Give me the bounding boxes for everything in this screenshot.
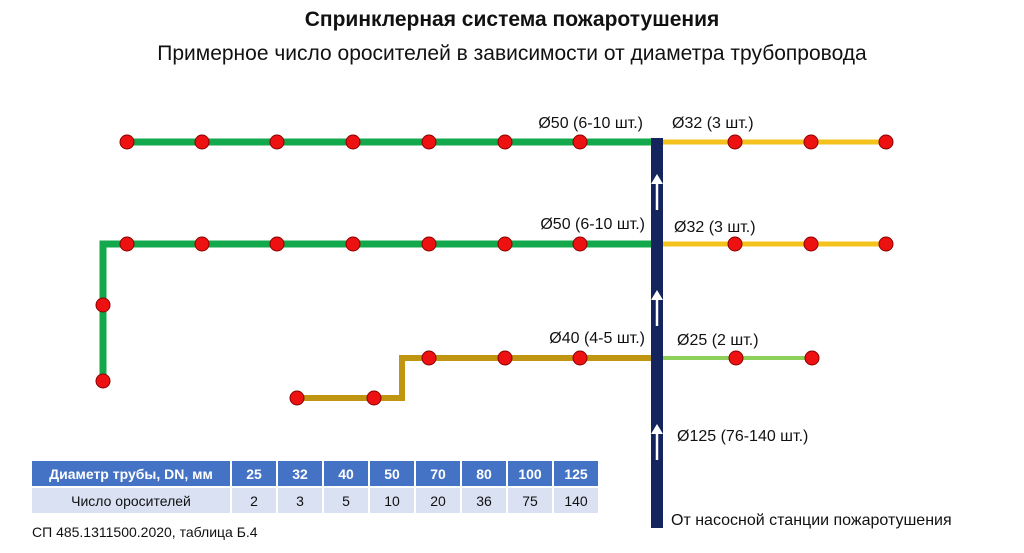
sprinkler-head (497, 236, 513, 252)
sprinkler-head (878, 134, 894, 150)
table-header-label: Диаметр трубы, DN, мм (30, 459, 232, 488)
sprinkler-head (804, 350, 820, 366)
label-row3-dn40: Ø40 (4-5 шт.) (549, 330, 645, 347)
sprinkler-head (497, 134, 513, 150)
diameter-count-table: Диаметр трубы, DN, мм 25 32 40 50 70 80 … (30, 459, 600, 515)
diagram-title: Спринклерная система пожаротушения (304, 8, 720, 31)
sprinkler-head (572, 236, 588, 252)
sprinkler-head (269, 134, 285, 150)
sprinkler-head (95, 297, 111, 313)
table-cell: 140 (552, 486, 600, 515)
sprinkler-head (366, 390, 382, 406)
sprinkler-head (572, 134, 588, 150)
sprinkler-head (728, 350, 744, 366)
sprinkler-head (497, 350, 513, 366)
sprinkler-head (269, 236, 285, 252)
label-row2-dn32: Ø32 (3 шт.) (674, 219, 756, 236)
label-row3-dn25: Ø25 (2 шт.) (677, 332, 759, 349)
label-row2-dn50: Ø50 (6-10 шт.) (540, 216, 645, 233)
sprinkler-head (421, 350, 437, 366)
origin-label: От насосной станции пожаротушения (671, 512, 952, 529)
table-header-cell: 100 (506, 459, 554, 488)
sprinkler-head (572, 350, 588, 366)
table-header-cell: 25 (230, 459, 278, 488)
diagram-subtitle: Примерное число оросителей в зависимости… (157, 42, 867, 65)
pipe-row3-dn40 (297, 355, 657, 401)
flow-arrow-icon (651, 174, 663, 210)
source-note: СП 485.1311500.2020, таблица Б.4 (32, 524, 258, 540)
sprinkler-head (878, 236, 894, 252)
sprinkler-head (95, 373, 111, 389)
sprinkler-head (345, 134, 361, 150)
table-cell: 75 (506, 486, 554, 515)
flow-arrow-icon (651, 424, 663, 460)
flow-arrow-icon (651, 290, 663, 326)
sprinkler-head (119, 236, 135, 252)
sprinkler-head (421, 134, 437, 150)
table-header-cell: 50 (368, 459, 416, 488)
table-cell: 36 (460, 486, 508, 515)
table-cell: 3 (276, 486, 324, 515)
table-cell: 2 (230, 486, 278, 515)
sprinkler-head (803, 134, 819, 150)
sprinkler-head (727, 236, 743, 252)
table-header-cell: 80 (460, 459, 508, 488)
pipe-row2-dn50 (99, 240, 657, 381)
label-riser-dn125: Ø125 (76-140 шт.) (677, 428, 808, 445)
sprinkler-head (727, 134, 743, 150)
table-header-cell: 32 (276, 459, 324, 488)
table-cell: 20 (414, 486, 462, 515)
table-header-cell: 70 (414, 459, 462, 488)
sprinkler-head (289, 390, 305, 406)
table-header-cell: 40 (322, 459, 370, 488)
sprinkler-head (194, 134, 210, 150)
table-header-cell: 125 (552, 459, 600, 488)
sprinkler-head (345, 236, 361, 252)
table-row: Число оросителей 2 3 5 10 20 36 75 140 (30, 486, 600, 515)
table-row-label: Число оросителей (30, 486, 232, 515)
sprinkler-head (194, 236, 210, 252)
table-cell: 5 (322, 486, 370, 515)
sprinkler-head (803, 236, 819, 252)
sprinkler-head (119, 134, 135, 150)
label-row1-dn32: Ø32 (3 шт.) (672, 115, 754, 132)
sprinkler-head (421, 236, 437, 252)
label-row1-dn50: Ø50 (6-10 шт.) (538, 115, 643, 132)
table-cell: 10 (368, 486, 416, 515)
table-header-row: Диаметр трубы, DN, мм 25 32 40 50 70 80 … (30, 459, 600, 488)
